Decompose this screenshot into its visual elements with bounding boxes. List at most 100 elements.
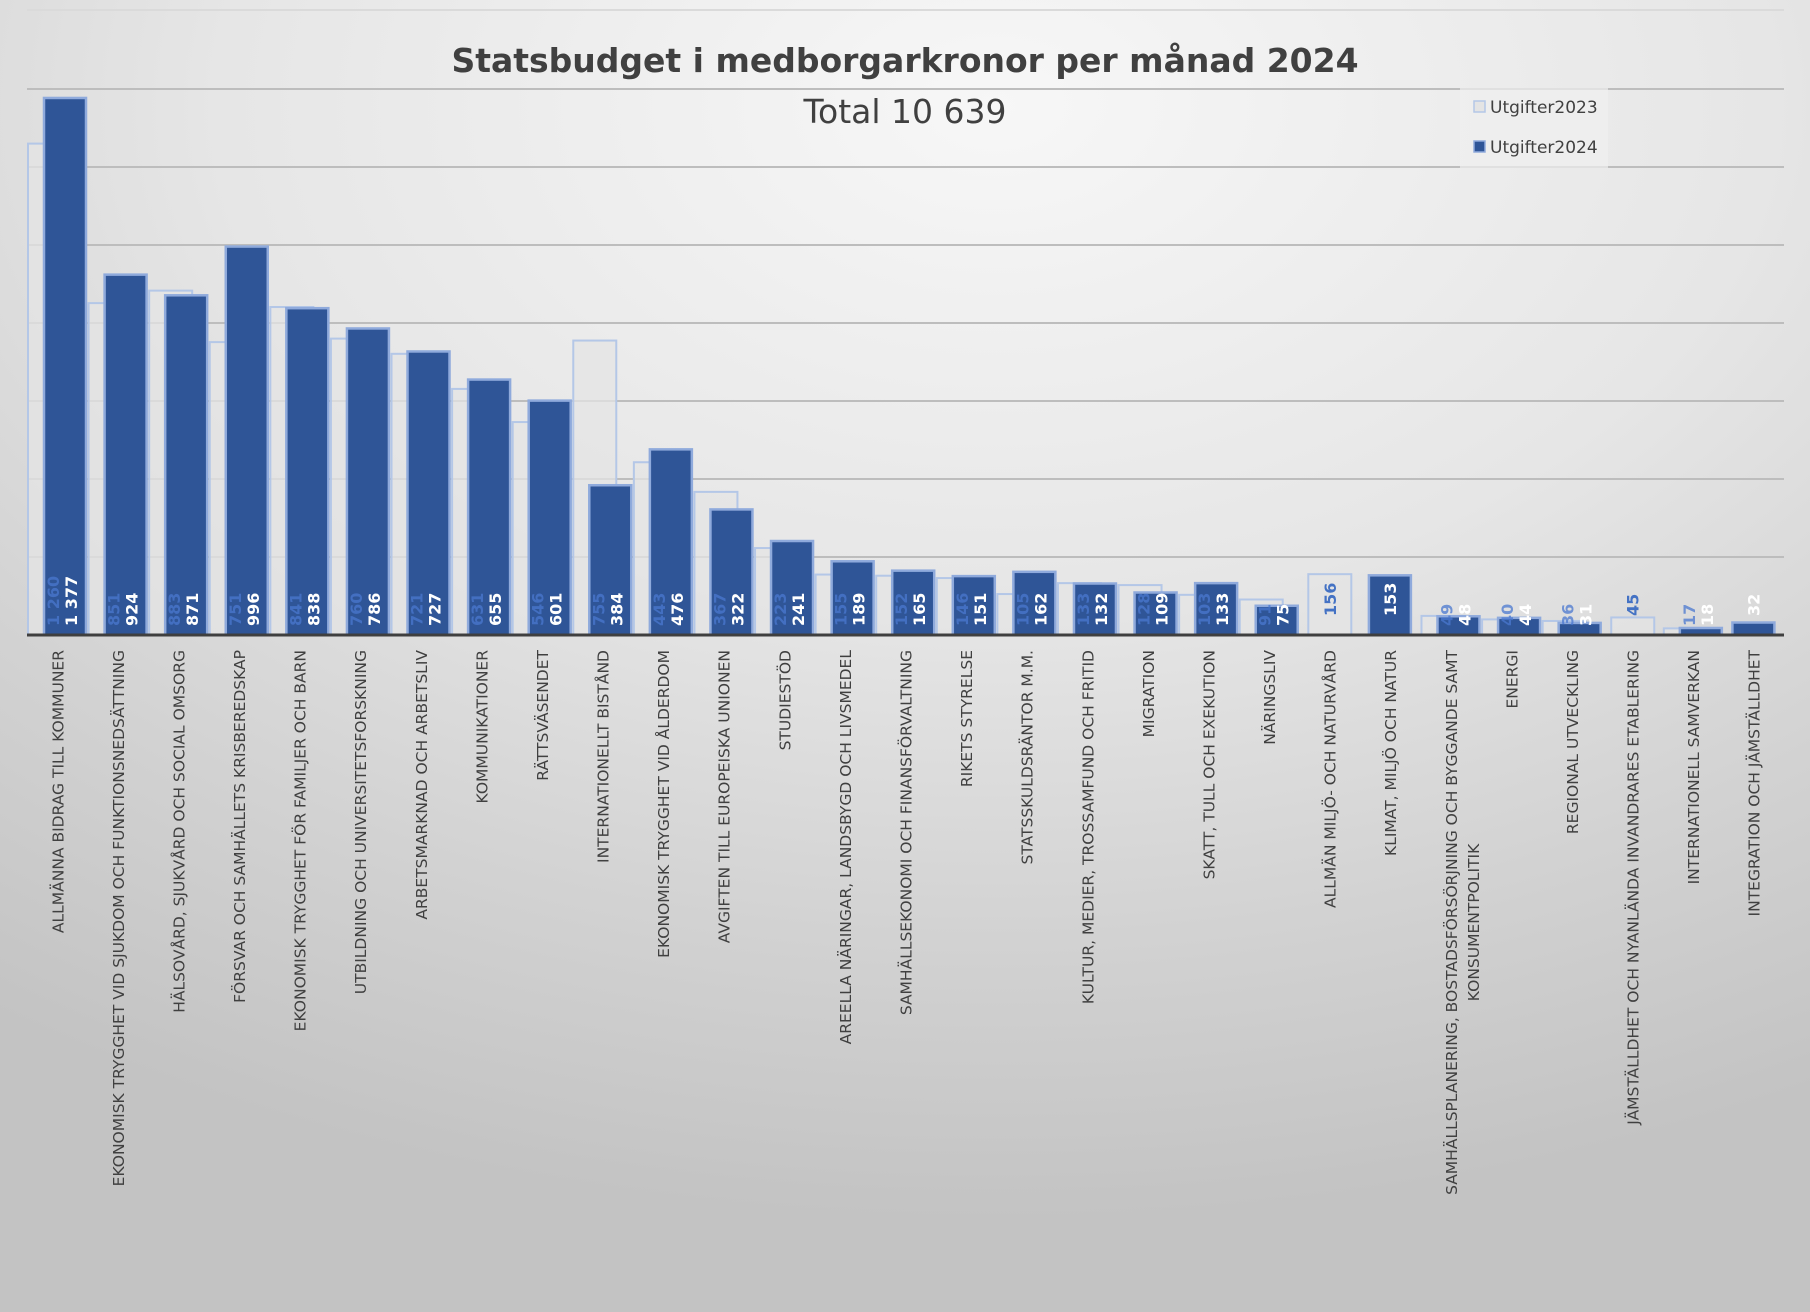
category-label: EKONOMISK TRYGGHET VID SJUKDOM OCH FUNKT… [109, 650, 128, 1186]
data-label-utgifter2023: 105 [1013, 593, 1032, 626]
data-label-utgifter2024: 44 [1516, 604, 1535, 626]
category-label: ALLMÄNNA BIDRAG TILL KOMMUNER [48, 650, 67, 933]
category-label-line: ARBETSMARKNAD OCH ARBETSLIV [413, 650, 431, 920]
category-label: RIKETS STYRELSE [958, 650, 976, 787]
data-label-utgifter2023: 40 [1498, 604, 1517, 626]
category-label-line: SKATT, TULL OCH EXEKUTION [1200, 650, 1218, 879]
category-label-line: INTERNATIONELL SAMVERKAN [1685, 650, 1703, 884]
category-label-line: KONSUMENTPOLITIK [1465, 843, 1483, 1001]
data-label-utgifter2024: 32 [1744, 594, 1763, 616]
category-label: EKONOMISK TRYGGHET FÖR FAMILJER OCH BARN [291, 650, 310, 1031]
bar-utgifter2024 [466, 378, 512, 637]
category-label-line: AREELLA NÄRINGAR, LANDSBYGD OCH LIVSMEDE… [836, 650, 855, 1045]
bar-utgifter2024 [951, 574, 997, 637]
data-label-utgifter2023: 133 [1074, 593, 1093, 626]
data-label-utgifter2023: 883 [165, 593, 184, 626]
data-label-utgifter2023: 841 [286, 593, 305, 626]
category-label: STATSSKULDSRÄNTOR M.M. [1018, 650, 1037, 864]
category-label: SKATT, TULL OCH EXEKUTION [1200, 650, 1218, 879]
category-label-line: REGIONAL UTVECKLING [1564, 650, 1582, 834]
data-label-utgifter2024: 727 [426, 593, 445, 626]
data-label-utgifter2024: 655 [486, 593, 505, 626]
bar-utgifter2023 [1610, 616, 1656, 637]
data-label-utgifter2023: 851 [105, 593, 124, 626]
legend-label-utgifter2023: Utgifter2023 [1490, 98, 1598, 118]
data-label-utgifter2024: 1 377 [62, 576, 81, 626]
bar-utgifter2024 [1133, 591, 1178, 637]
category-label-line: STUDIESTÖD [775, 650, 794, 750]
category-label: STUDIESTÖD [775, 650, 794, 750]
data-label-utgifter2023: 367 [710, 593, 729, 626]
bar-utgifter2024 [163, 294, 209, 637]
data-label-utgifter2024: 151 [971, 593, 990, 626]
category-label: SAMHÄLLSPLANERING, BOSTADSFÖRSÖRJNING OC… [1442, 649, 1483, 1194]
data-label-utgifter2024: 189 [850, 593, 869, 626]
data-label-utgifter2023: 751 [226, 593, 245, 626]
data-label-utgifter2023: 156 [1321, 583, 1340, 616]
data-label-utgifter2023: 128 [1135, 593, 1154, 626]
data-label-utgifter2024: 322 [728, 593, 747, 626]
bar-utgifter2024 [830, 560, 875, 637]
bar-utgifter2024 [1072, 582, 1118, 637]
data-label-utgifter2024: 476 [668, 593, 687, 626]
category-label: RÄTTSVÄSENDET [533, 649, 552, 780]
category-label: MIGRATION [1140, 650, 1158, 737]
category-label-line: SAMHÄLLSEKONOMI OCH FINANSFÖRVALTNING [897, 650, 916, 1015]
bar-utgifter2024 [1731, 621, 1776, 637]
data-label-utgifter2024: 996 [244, 593, 263, 626]
category-label: KLIMAT, MILJÖ OCH NATUR [1381, 650, 1400, 856]
chart-title: Statsbudget i medborgarkronor per månad … [451, 41, 1358, 80]
category-label: ARBETSMARKNAD OCH ARBETSLIV [413, 650, 431, 920]
category-label-line: RIKETS STYRELSE [958, 650, 976, 787]
data-label-utgifter2023: 155 [832, 593, 851, 626]
bar-utgifter2024 [588, 483, 633, 637]
legend-swatch-utgifter2023 [1473, 100, 1486, 113]
bar-utgifter2024 [224, 245, 270, 637]
data-label-utgifter2024: 162 [1031, 593, 1050, 626]
data-label-utgifter2024: 165 [910, 593, 929, 626]
category-label: AREELLA NÄRINGAR, LANDSBYGD OCH LIVSMEDE… [836, 650, 855, 1045]
category-label: ALLMÄN MILJÖ- OCH NATURVÅRD [1321, 650, 1340, 908]
category-label-line: ENERGI [1503, 650, 1521, 709]
data-label-utgifter2024: 786 [365, 593, 384, 626]
legend: Utgifter2023 Utgifter2024 [1460, 88, 1608, 168]
data-label-utgifter2023: 103 [1195, 593, 1214, 626]
data-label-utgifter2024: 871 [183, 593, 202, 626]
category-label-line: JÄMSTÄLLDHET OCH NYANLÄNDA INVANDRARES E… [1624, 650, 1643, 1126]
category-label-line: ALLMÄN MILJÖ- OCH NATURVÅRD [1321, 650, 1340, 908]
data-label-utgifter2023: 146 [953, 593, 972, 626]
data-label-utgifter2023: 631 [468, 593, 487, 626]
bar-utgifter2024 [1367, 574, 1413, 637]
data-label-utgifter2023: 223 [771, 593, 790, 626]
category-label-line: KOMMUNIKATIONER [473, 650, 491, 804]
bar-utgifter2023 [1307, 573, 1353, 636]
data-label-utgifter2023: 49 [1437, 604, 1456, 626]
category-label-line: SAMHÄLLSPLANERING, BOSTADSFÖRSÖRJNING OC… [1442, 649, 1461, 1194]
bar-utgifter2024 [406, 350, 451, 637]
data-label-utgifter2023: 45 [1624, 594, 1643, 616]
category-label: JÄMSTÄLLDHET OCH NYANLÄNDA INVANDRARES E… [1624, 650, 1643, 1126]
category-label: INTERNATIONELLT BISTÅND [594, 650, 613, 863]
category-label: INTEGRATION OCH JÄMSTÄLLDHET [1745, 649, 1764, 916]
series-utgifter2024 [42, 96, 1776, 637]
bar-utgifter2024 [1193, 581, 1239, 637]
category-label: KULTUR, MEDIER, TROSSAMFUND OCH FRITID [1079, 650, 1097, 1004]
data-label-utgifter2024: 18 [1698, 604, 1717, 626]
legend-label-utgifter2024: Utgifter2024 [1490, 138, 1598, 158]
data-label-utgifter2024: 838 [304, 593, 323, 626]
category-label: AVGIFTEN TILL EUROPEISKA UNIONEN [716, 650, 734, 943]
bar-utgifter2024 [709, 508, 754, 637]
data-label-utgifter2024: 75 [1274, 604, 1293, 626]
category-label: HÄLSOVÅRD, SJUKVÅRD OCH SOCIAL OMSORG [169, 650, 188, 1013]
data-label-utgifter2023: 36 [1559, 604, 1578, 626]
data-label-utgifter2024: 31 [1577, 604, 1596, 626]
legend-swatch-utgifter2024 [1473, 140, 1486, 153]
data-label-utgifter2024: 133 [1213, 593, 1232, 626]
category-label-line: EKONOMISK TRYGGHET FÖR FAMILJER OCH BARN [291, 650, 310, 1031]
category-label: ENERGI [1503, 650, 1521, 709]
data-label-utgifter2023: 760 [347, 593, 366, 626]
data-label-utgifter2023: 443 [650, 593, 669, 626]
data-label-utgifter2023: 17 [1680, 604, 1699, 626]
data-label-utgifter2023: 91 [1256, 604, 1275, 626]
category-label-line: EKONOMISK TRYGGHET VID SJUKDOM OCH FUNKT… [109, 650, 128, 1186]
